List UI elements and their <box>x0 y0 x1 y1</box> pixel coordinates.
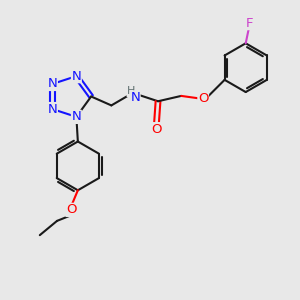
Text: H: H <box>127 86 136 96</box>
Text: O: O <box>66 203 76 216</box>
Text: O: O <box>198 92 208 105</box>
Text: N: N <box>71 70 81 83</box>
Text: N: N <box>48 77 57 90</box>
Text: N: N <box>130 91 140 104</box>
Text: N: N <box>71 110 81 123</box>
Text: O: O <box>151 123 162 136</box>
Text: N: N <box>48 103 57 116</box>
Text: F: F <box>245 16 253 30</box>
